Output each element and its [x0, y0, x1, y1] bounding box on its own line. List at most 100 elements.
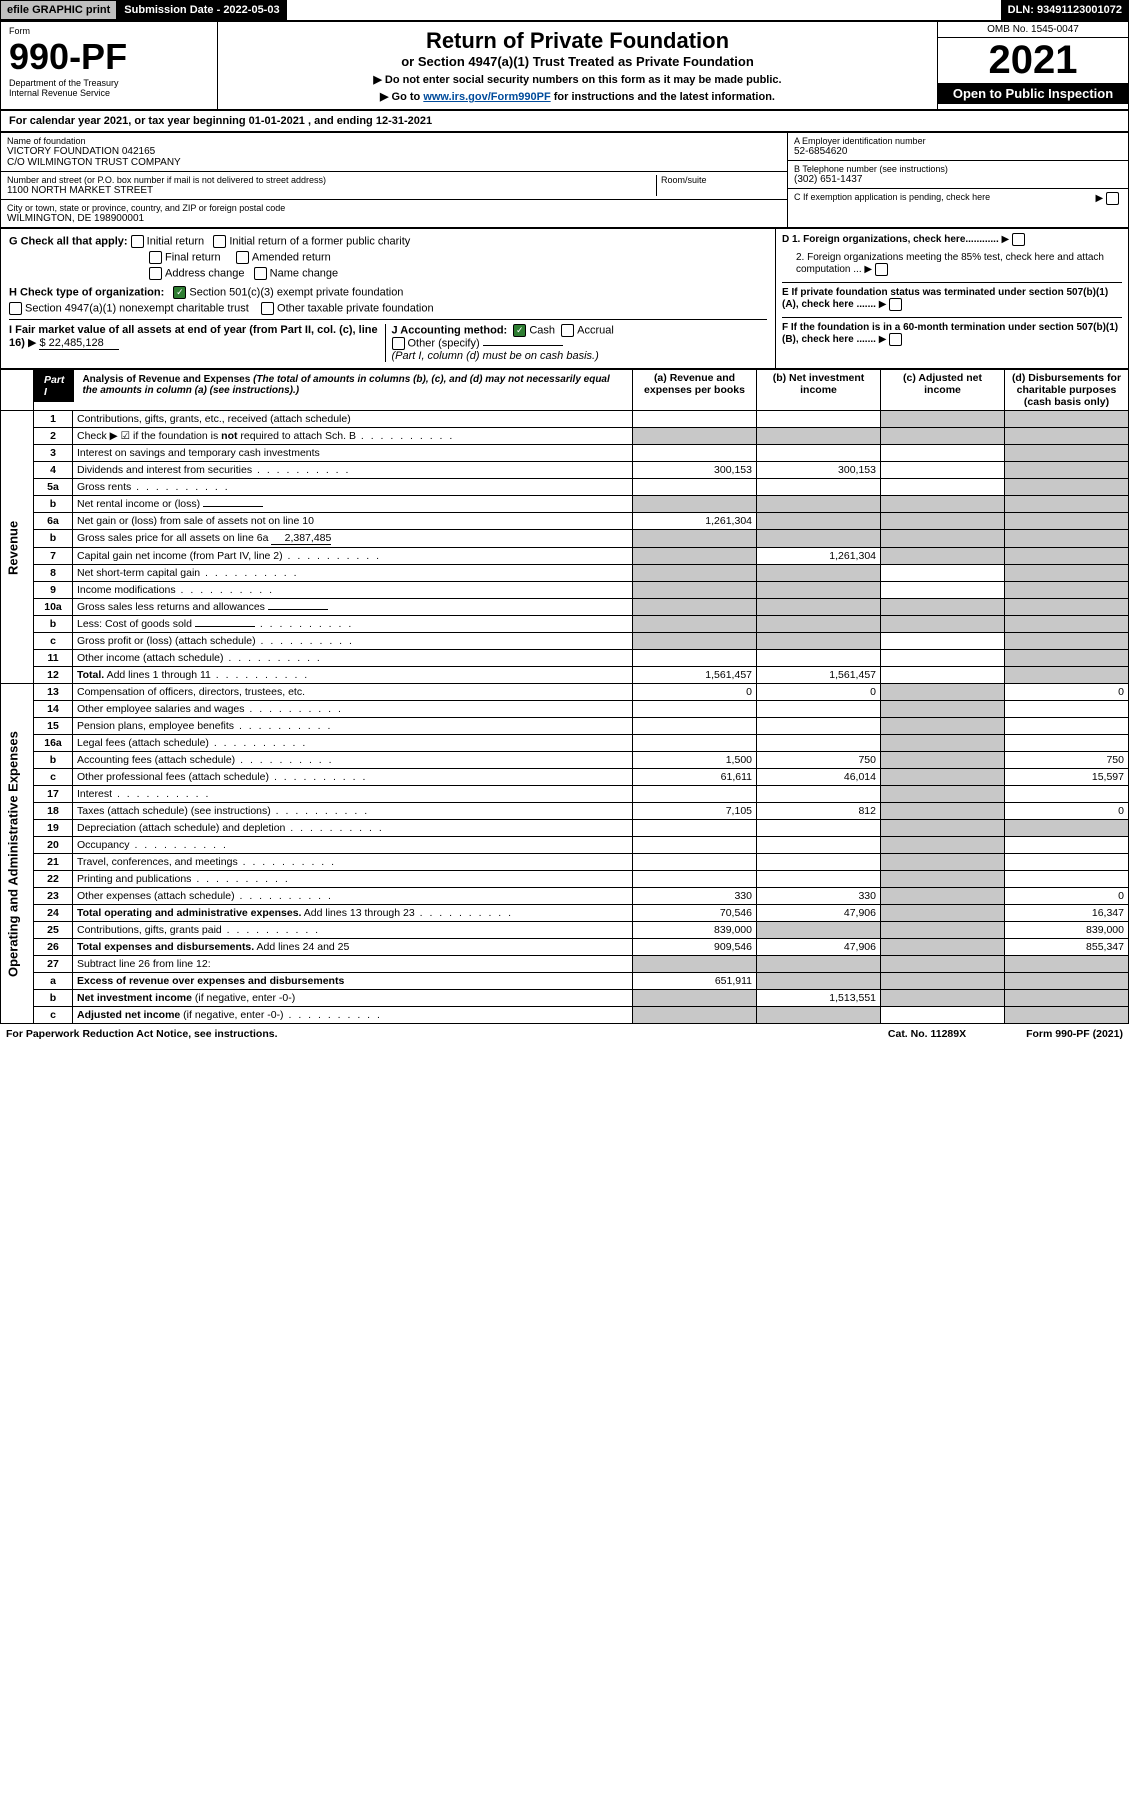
- row-label: Adjusted net income (if negative, enter …: [73, 1007, 633, 1024]
- row-label: Other professional fees (attach schedule…: [73, 769, 633, 786]
- row-number: 5a: [34, 479, 73, 496]
- cell-a: 7,105: [633, 803, 757, 820]
- cell-a: [633, 616, 757, 633]
- cell-d: [1005, 990, 1129, 1007]
- cell-a: 330: [633, 888, 757, 905]
- cell-a: [633, 820, 757, 837]
- c-checkbox[interactable]: [1106, 192, 1119, 205]
- cell-d: 855,347: [1005, 939, 1129, 956]
- row-number: 10a: [34, 599, 73, 616]
- cell-d: 750: [1005, 752, 1129, 769]
- cell-b: [757, 582, 881, 599]
- g-row: G Check all that apply: Initial return I…: [9, 235, 767, 248]
- cell-c: [881, 735, 1005, 752]
- j-note: (Part I, column (d) must be on cash basi…: [392, 350, 768, 362]
- d2-checkbox[interactable]: [875, 263, 888, 276]
- cell-c: [881, 599, 1005, 616]
- j-label: J Accounting method:: [392, 324, 508, 336]
- cell-a: [633, 956, 757, 973]
- initial-return-checkbox[interactable]: [131, 235, 144, 248]
- name-change-checkbox[interactable]: [254, 267, 267, 280]
- omb-number: OMB No. 1545-0047: [938, 22, 1128, 38]
- cell-d: 0: [1005, 684, 1129, 701]
- cell-c: [881, 871, 1005, 888]
- row-number: 4: [34, 462, 73, 479]
- cell-c: [881, 667, 1005, 684]
- instr-link-row: ▶ Go to www.irs.gov/Form990PF for instru…: [224, 90, 931, 103]
- table-row: aExcess of revenue over expenses and dis…: [1, 973, 1129, 990]
- table-row: 8Net short-term capital gain: [1, 565, 1129, 582]
- initial-return-label: Initial return: [147, 235, 204, 247]
- table-row: 19Depreciation (attach schedule) and dep…: [1, 820, 1129, 837]
- cell-d: [1005, 854, 1129, 871]
- cell-d: [1005, 565, 1129, 582]
- row-number: 14: [34, 701, 73, 718]
- cell-a: [633, 565, 757, 582]
- table-row: 4Dividends and interest from securities3…: [1, 462, 1129, 479]
- cell-b: 1,513,551: [757, 990, 881, 1007]
- table-row: 27Subtract line 26 from line 12:: [1, 956, 1129, 973]
- dept-label: Department of the Treasury: [9, 78, 209, 88]
- final-return-checkbox[interactable]: [149, 251, 162, 264]
- expenses-side-label: Operating and Administrative Expenses: [1, 684, 34, 1024]
- initial-former-checkbox[interactable]: [213, 235, 226, 248]
- row-label: Printing and publications: [73, 871, 633, 888]
- cell-c: [881, 990, 1005, 1007]
- row-label: Contributions, gifts, grants, etc., rece…: [73, 411, 633, 428]
- efile-button[interactable]: efile GRAPHIC print: [0, 0, 117, 20]
- instr-pre: ▶ Go to: [380, 91, 423, 103]
- h-4947-checkbox[interactable]: [9, 302, 22, 315]
- e-checkbox[interactable]: [889, 298, 902, 311]
- cell-a: [633, 633, 757, 650]
- irs-link[interactable]: www.irs.gov/Form990PF: [423, 91, 550, 103]
- table-row: 17Interest: [1, 786, 1129, 803]
- h-other-checkbox[interactable]: [261, 302, 274, 315]
- row-number: 9: [34, 582, 73, 599]
- city-label: City or town, state or province, country…: [7, 203, 781, 213]
- cell-d: [1005, 956, 1129, 973]
- cell-a: 0: [633, 684, 757, 701]
- d1-label: D 1. Foreign organizations, check here..…: [782, 234, 999, 245]
- row-label: Contributions, gifts, grants paid: [73, 922, 633, 939]
- row-number: c: [34, 633, 73, 650]
- g-row-2: Final return Amended return: [9, 251, 767, 264]
- row-number: 20: [34, 837, 73, 854]
- row-number: c: [34, 1007, 73, 1024]
- cell-d: [1005, 837, 1129, 854]
- f-checkbox[interactable]: [889, 333, 902, 346]
- h-501c3-checkbox[interactable]: [173, 286, 186, 299]
- addr-change-checkbox[interactable]: [149, 267, 162, 280]
- cell-b: [757, 565, 881, 582]
- e-label: E If private foundation status was termi…: [782, 287, 1108, 310]
- row-number: c: [34, 769, 73, 786]
- table-row: 21Travel, conferences, and meetings: [1, 854, 1129, 871]
- cell-c: [881, 939, 1005, 956]
- city-value: WILMINGTON, DE 198900001: [7, 213, 781, 224]
- j-other-checkbox[interactable]: [392, 337, 405, 350]
- cal-end: 12-31-2021: [376, 115, 432, 127]
- cell-c: [881, 803, 1005, 820]
- row-label: Excess of revenue over expenses and disb…: [73, 973, 633, 990]
- row-number: b: [34, 616, 73, 633]
- table-row: 18Taxes (attach schedule) (see instructi…: [1, 803, 1129, 820]
- j-accrual-checkbox[interactable]: [561, 324, 574, 337]
- cell-b: 0: [757, 684, 881, 701]
- table-row: 12Total. Add lines 1 through 111,561,457…: [1, 667, 1129, 684]
- cell-c: [881, 650, 1005, 667]
- row-label: Subtract line 26 from line 12:: [73, 956, 633, 973]
- table-row: 5aGross rents: [1, 479, 1129, 496]
- d1-checkbox[interactable]: [1012, 233, 1025, 246]
- cell-c: [881, 820, 1005, 837]
- cell-c: [881, 888, 1005, 905]
- cell-c: [881, 530, 1005, 548]
- j-cash-checkbox[interactable]: [513, 324, 526, 337]
- amended-checkbox[interactable]: [236, 251, 249, 264]
- cell-b: [757, 786, 881, 803]
- row-number: 8: [34, 565, 73, 582]
- cell-a: [633, 479, 757, 496]
- cell-a: [633, 599, 757, 616]
- cell-a: [633, 530, 757, 548]
- cell-d: [1005, 718, 1129, 735]
- row-number: 6a: [34, 513, 73, 530]
- cell-a: 1,561,457: [633, 667, 757, 684]
